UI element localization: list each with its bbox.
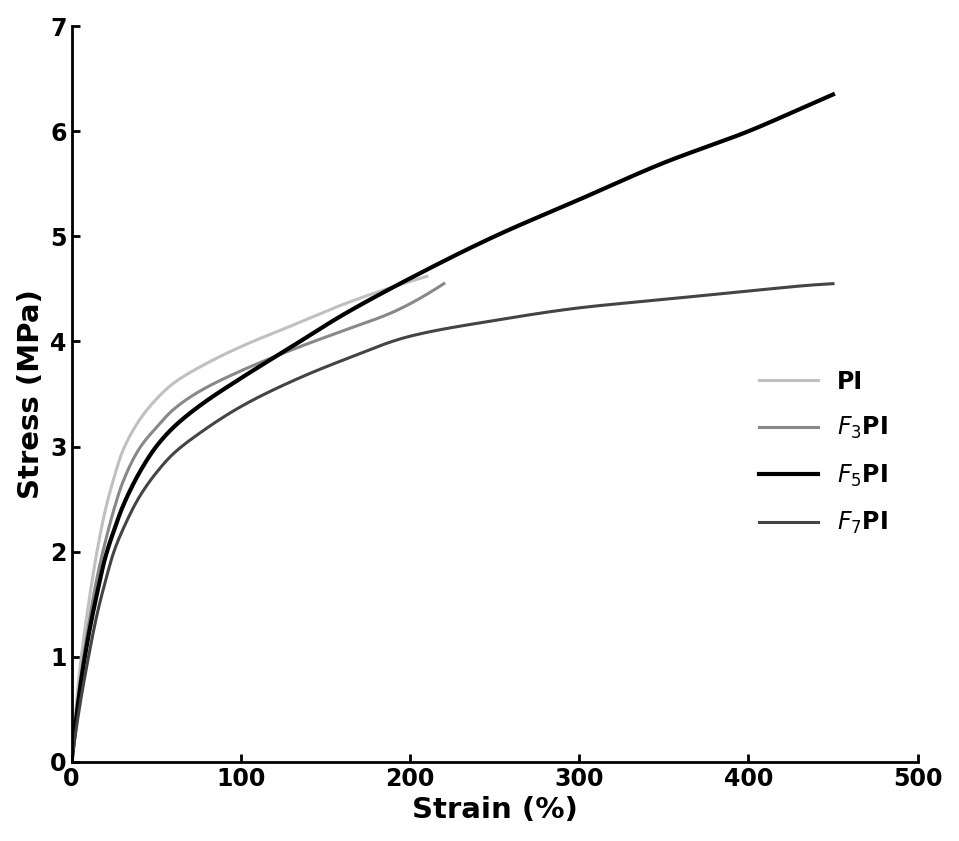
Legend: PI, $F_3$PI, $F_5$PI, $F_7$PI: PI, $F_3$PI, $F_5$PI, $F_7$PI [750, 360, 898, 546]
Y-axis label: Stress (MPa): Stress (MPa) [16, 289, 45, 499]
X-axis label: Strain (%): Strain (%) [411, 796, 577, 824]
